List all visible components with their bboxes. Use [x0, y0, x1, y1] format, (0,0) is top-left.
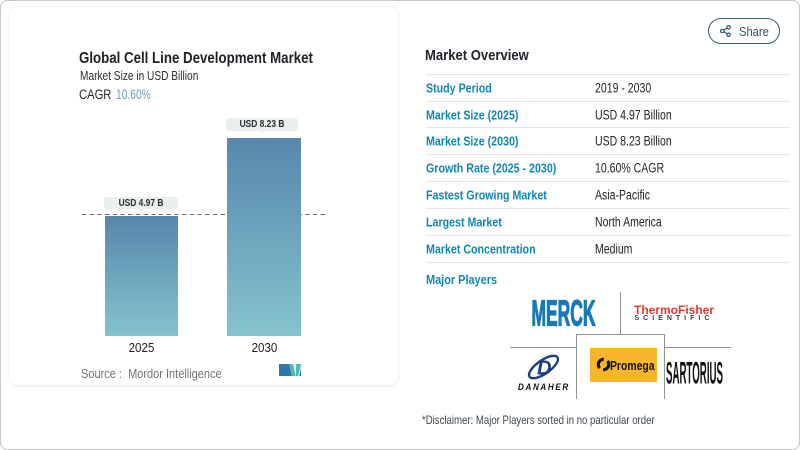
svg-text:MERCK: MERCK: [532, 299, 596, 327]
svg-text:D: D: [537, 358, 551, 380]
svg-text:SARTORIUS: SARTORIUS: [666, 361, 723, 385]
